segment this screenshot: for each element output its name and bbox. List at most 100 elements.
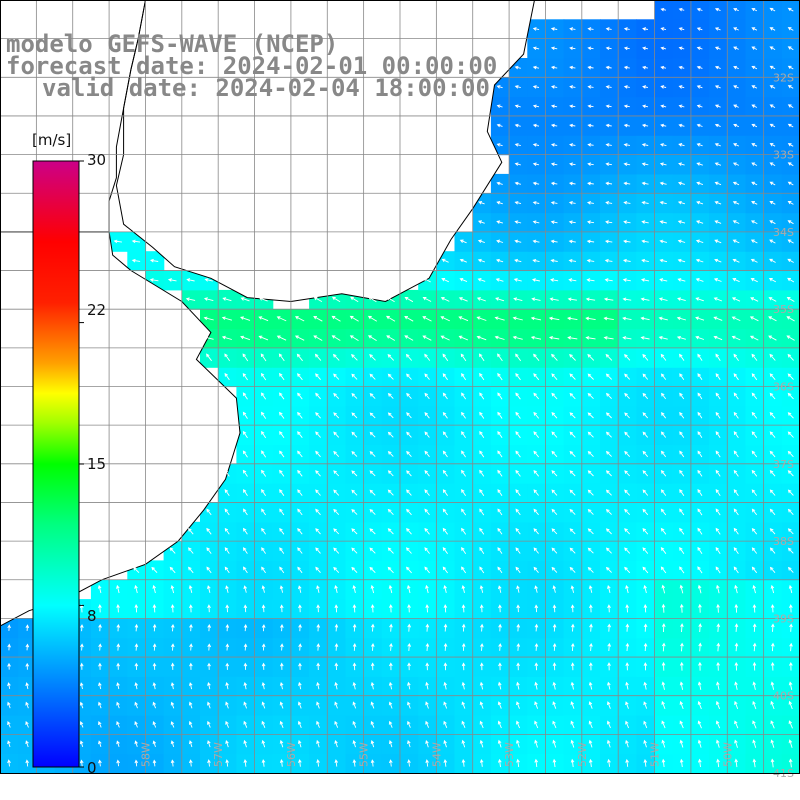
forecast-date: forecast date: 2024-02-01 00:00:00 (6, 52, 498, 80)
wind-arrow (660, 450, 667, 458)
wind-arrow (642, 470, 649, 477)
wind-arrow (697, 450, 703, 458)
wind-arrow (697, 566, 703, 574)
wind-arrow (587, 27, 594, 31)
wind-arrow (514, 181, 522, 186)
wind-arrow (243, 720, 248, 728)
wind-arrow (605, 65, 612, 70)
wind-arrow (532, 46, 540, 51)
wind-arrow (788, 584, 793, 594)
wind-arrow (588, 604, 593, 613)
wind-arrow (370, 759, 375, 767)
wind-arrow (769, 528, 776, 535)
wind-arrow (315, 489, 321, 496)
wind-arrow (185, 297, 196, 301)
wind-arrow (369, 412, 376, 419)
wind-arrow (534, 739, 538, 748)
wind-arrow (98, 623, 102, 632)
wind-arrow (789, 623, 793, 632)
wind-arrow (678, 46, 685, 51)
wind-arrow (425, 681, 429, 690)
wind-arrow (7, 662, 11, 670)
wind-arrow (461, 662, 466, 671)
wind-arrow (25, 701, 29, 709)
wind-arrow (769, 104, 776, 108)
wind-arrow (461, 373, 467, 381)
wind-arrow (676, 335, 686, 340)
wind-arrow (624, 508, 631, 516)
wind-arrow (98, 721, 102, 728)
wind-arrow (203, 297, 214, 302)
wind-arrow (479, 739, 484, 748)
wind-arrow (352, 701, 357, 709)
wind-arrow (680, 642, 684, 652)
wind-arrow (170, 604, 175, 613)
wind-arrow (770, 720, 775, 729)
wind-arrow (422, 316, 432, 322)
wind-arrow (534, 662, 539, 671)
wind-arrow (458, 316, 469, 322)
wind-arrow (713, 297, 723, 302)
wind-arrow (515, 373, 521, 381)
wind-arrow (570, 662, 575, 671)
wind-arrow (697, 739, 702, 748)
wind-arrow (643, 662, 648, 671)
wind-arrow (461, 623, 466, 632)
wind-arrow (476, 335, 487, 341)
wind-arrow (752, 720, 757, 729)
wind-arrow (569, 392, 576, 400)
wind-arrow (531, 297, 541, 301)
wind-arrow (696, 123, 703, 128)
wind-arrow (316, 604, 320, 613)
wind-arrow (225, 739, 229, 748)
wind-arrow (587, 489, 594, 496)
wind-arrow (567, 335, 578, 340)
wind-arrow (476, 297, 486, 302)
wind-arrow (477, 239, 485, 244)
wind-arrow (569, 373, 576, 380)
wind-arrow (496, 220, 504, 224)
wind-arrow (733, 450, 739, 458)
wind-arrow (479, 508, 485, 516)
wind-arrow (751, 7, 758, 12)
wind-arrow (334, 740, 338, 748)
wind-arrow (769, 143, 776, 147)
wind-arrow (242, 489, 248, 497)
wind-arrow (370, 604, 375, 613)
wind-arrow (479, 604, 484, 613)
wind-arrow (116, 759, 120, 767)
wind-arrow (534, 681, 538, 690)
wind-arrow (569, 470, 576, 477)
wind-arrow (297, 489, 303, 496)
wind-arrow (98, 682, 102, 690)
wind-arrow (334, 720, 339, 728)
wind-arrow (752, 584, 757, 594)
longitude-label: 51W (649, 742, 662, 767)
wind-arrow (334, 584, 338, 594)
coastline (0, 231, 241, 627)
wind-arrow (769, 373, 776, 380)
wind-arrow (570, 604, 575, 613)
wind-arrow (498, 604, 502, 613)
wind-arrow (659, 258, 668, 263)
wind-arrow (276, 316, 287, 322)
wind-arrow (134, 740, 138, 747)
wind-arrow (661, 720, 666, 729)
wind-arrow (550, 239, 558, 244)
wind-arrow (732, 258, 740, 263)
wind-arrow (243, 643, 248, 651)
wind-arrow (769, 201, 776, 205)
wind-arrow (532, 181, 540, 186)
wind-arrow (551, 411, 558, 419)
wind-arrow (316, 623, 321, 632)
wind-arrow (751, 104, 758, 108)
wind-arrow (695, 297, 704, 302)
wind-arrow (788, 681, 793, 690)
wind-arrow (97, 584, 102, 594)
wind-arrow (569, 508, 576, 515)
wind-arrow (441, 258, 449, 263)
wind-arrow (588, 681, 593, 690)
wind-arrow (624, 470, 631, 477)
wind-arrow (279, 720, 284, 728)
wind-arrow (424, 412, 430, 419)
